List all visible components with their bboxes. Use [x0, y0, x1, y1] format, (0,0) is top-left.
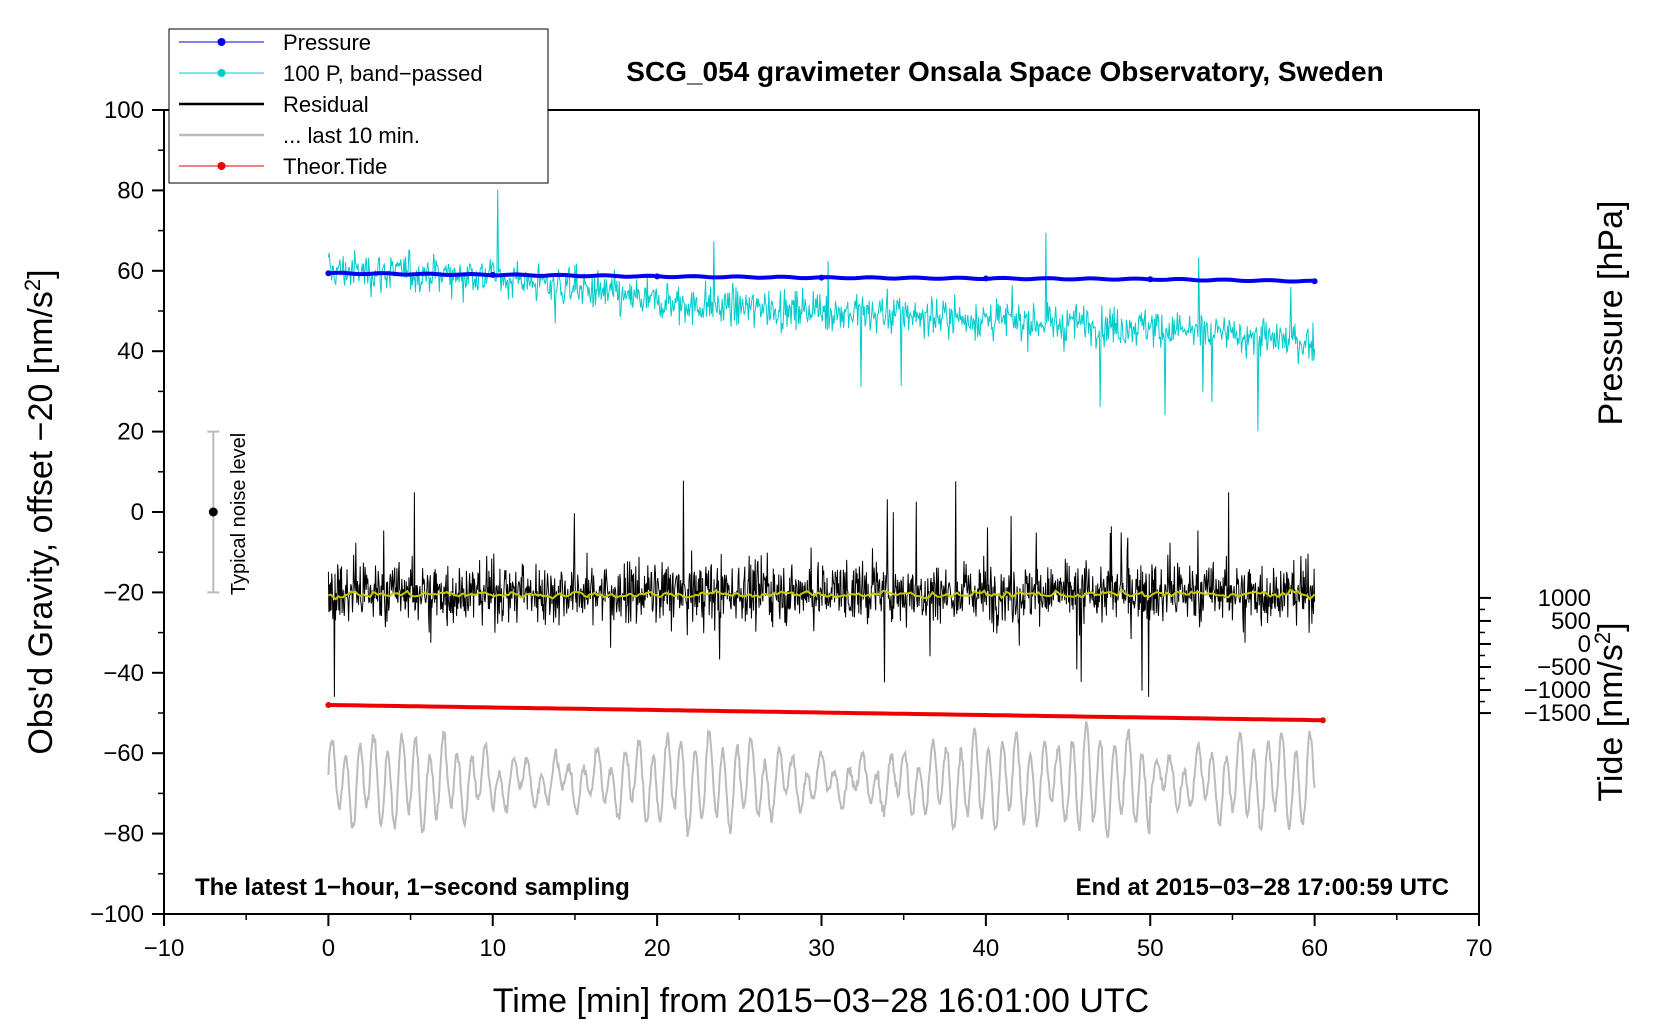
y-axis-title-tide: Tide [nm/s2]	[1590, 622, 1630, 801]
tide-tick-label: −1000	[1524, 677, 1591, 704]
x-tick-label: 20	[644, 935, 671, 962]
legend-label: Theor.Tide	[283, 154, 387, 179]
y-tick-label: 40	[117, 338, 144, 365]
plot-frame	[163, 109, 1480, 915]
y-tick-label: −100	[90, 901, 144, 928]
x-tick-label: −10	[144, 935, 185, 962]
chart-title: SCG_054 gravimeter Onsala Space Observat…	[626, 56, 1383, 87]
legend-label: Pressure	[283, 30, 371, 55]
series-line	[328, 703, 1323, 723]
series-line	[327, 480, 1316, 697]
tide-point	[1319, 717, 1326, 724]
legend-label: Residual	[283, 92, 369, 117]
annotation-sampling: The latest 1−hour, 1−second sampling	[195, 874, 630, 901]
series-theoretical-tide	[325, 701, 1326, 724]
tide-tick-label: −1500	[1524, 700, 1591, 727]
y-tick-label: −40	[103, 660, 144, 687]
y-tick-label: 20	[117, 419, 144, 446]
legend-marker	[217, 162, 226, 170]
pressure-point	[489, 271, 496, 278]
annotation-end-time: End at 2015−03−28 17:00:59 UTC	[1075, 874, 1449, 901]
series-residual-smoothed	[328, 588, 1316, 601]
legend-marker	[217, 69, 226, 77]
tide-tick-label: 0	[1578, 631, 1591, 658]
noise-level-indicator	[207, 430, 220, 594]
y-tick-label: 80	[117, 177, 144, 204]
series-line	[327, 721, 1316, 839]
y-axis-left: −100 −80 −60 −40 −20 0 20 40 60 80 100	[90, 97, 164, 928]
x-tick-label: 10	[479, 935, 506, 962]
legend-box	[168, 28, 549, 184]
noise-level-label: Typical noise level	[228, 433, 250, 595]
pressure-point	[325, 270, 332, 277]
noise-center-dot	[208, 507, 218, 517]
series-line	[328, 588, 1316, 601]
pressure-point	[654, 273, 661, 280]
x-tick-label: 0	[322, 935, 335, 962]
y-tick-label: −20	[103, 579, 144, 606]
x-tick-label: 40	[973, 935, 1000, 962]
x-tick-label: 30	[808, 935, 835, 962]
y-axis-title-pressure: Pressure [hPa]	[1592, 201, 1630, 426]
pressure-point	[982, 275, 989, 282]
x-axis: −10 0 10 20 30 40 50 60 70	[144, 914, 1493, 962]
tide-tick-label: −500	[1537, 654, 1591, 681]
pressure-point	[1147, 276, 1154, 283]
series-pressure	[325, 270, 1318, 285]
series-last-10-min	[327, 721, 1316, 839]
pressure-point	[1311, 278, 1318, 285]
pressure-point	[818, 274, 825, 281]
y-tick-label: 100	[104, 97, 144, 124]
y-tick-label: 60	[117, 258, 144, 285]
x-axis-title: Time [min] from 2015−03−28 16:01:00 UTC	[493, 982, 1149, 1020]
y-tick-label: −80	[103, 821, 144, 848]
legend-label: 100 P, band−passed	[283, 61, 483, 86]
tide-tick-label: 500	[1551, 608, 1591, 635]
x-tick-label: 60	[1301, 935, 1328, 962]
y-axis-title-left: Obs'd Gravity, offset −20 [nm/s2]	[20, 269, 60, 754]
tide-point	[325, 701, 332, 708]
legend: Pressure 100 P, band−passed Residual ... la…	[168, 28, 549, 184]
tide-tick-label: 1000	[1538, 585, 1591, 612]
legend-marker	[217, 38, 226, 46]
series-residual	[327, 480, 1316, 697]
y-tick-label: 0	[131, 499, 144, 526]
x-tick-label: 50	[1137, 935, 1164, 962]
series-line	[327, 189, 1316, 432]
x-tick-label: 70	[1466, 935, 1493, 962]
series-band-passed-pressure	[327, 189, 1316, 432]
legend-label: ... last 10 min.	[283, 123, 420, 148]
y-tick-label: −60	[103, 740, 144, 767]
